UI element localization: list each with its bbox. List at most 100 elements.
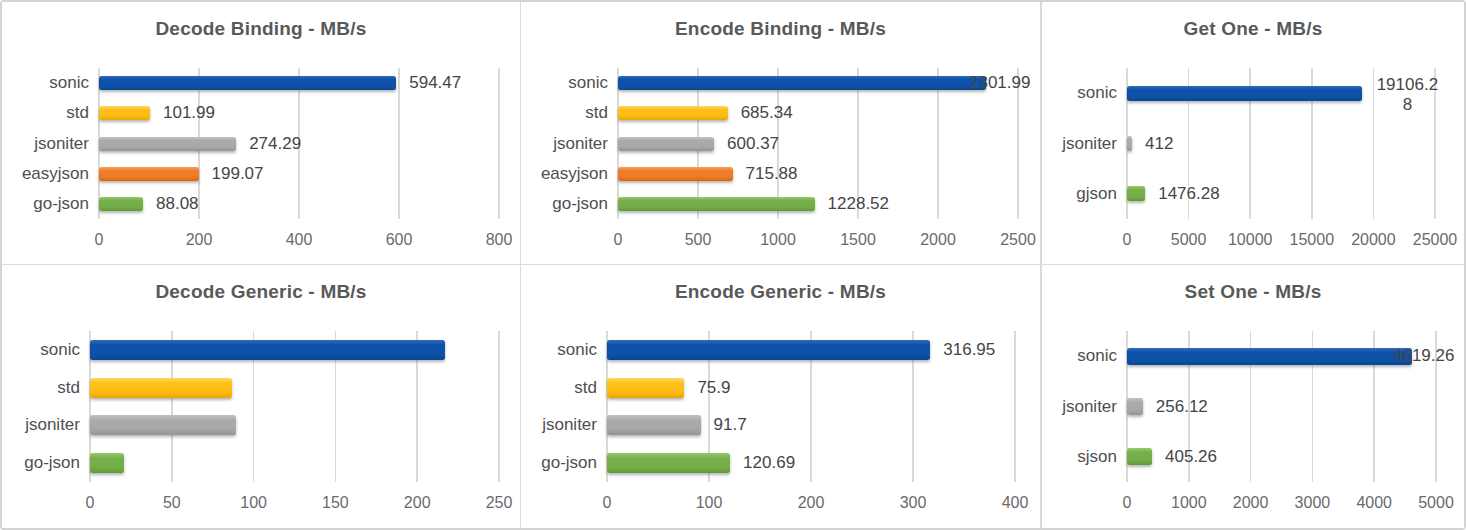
bar-go-json: [90, 453, 124, 473]
bar-go-json: [618, 197, 815, 211]
axis-tick-label: 0: [562, 493, 652, 513]
bar-jsoniter: [607, 415, 701, 435]
bar-go-json: [99, 197, 143, 211]
bar-std: [618, 106, 728, 120]
axis-tick-label: 400: [254, 230, 344, 250]
category-label: std: [521, 377, 597, 399]
axis-tick-label: 50: [127, 493, 217, 513]
value-label: 715.88: [746, 163, 798, 185]
category-label: easyjson: [521, 163, 608, 185]
category-label: go-json: [521, 452, 597, 474]
axis-tick-label: 25000: [1390, 230, 1466, 250]
bar-go-json: [607, 453, 730, 473]
axis-tick-label: 0: [573, 230, 663, 250]
bar-easyjson: [618, 167, 733, 181]
bar-std: [90, 378, 232, 398]
benchmark-charts-board: Decode Binding - MB/s0200400600800sonic5…: [0, 0, 1466, 530]
chart-title: Encode Generic - MB/s: [521, 281, 1040, 303]
category-label: std: [521, 102, 608, 124]
category-label: jsoniter: [1042, 396, 1117, 418]
axis-tick-label: 0: [54, 230, 144, 250]
category-label: sonic: [1042, 82, 1117, 104]
value-label: 91.7: [714, 414, 747, 436]
value-label: 600.37: [727, 133, 779, 155]
category-label: jsoniter: [2, 414, 80, 436]
gridline: [498, 68, 500, 219]
bar-std: [99, 106, 150, 120]
axis-tick-label: 1500: [813, 230, 903, 250]
chart-decode-binding-mb-s: Decode Binding - MB/s0200400600800sonic5…: [2, 2, 520, 264]
chart-title: Decode Binding - MB/s: [2, 18, 520, 40]
value-label: 19106.28: [1375, 75, 1439, 115]
category-label: jsoniter: [521, 133, 608, 155]
bar-sonic: [99, 76, 396, 90]
bar-sonic: [618, 76, 986, 90]
gridline: [1373, 68, 1375, 219]
category-label: easyjson: [2, 163, 89, 185]
category-label: go-json: [521, 193, 608, 215]
category-label: jsoniter: [521, 414, 597, 436]
chart-get-one-mb-s: Get One - MB/s0500010000150002000025000s…: [1042, 2, 1464, 264]
chart-encode-generic-mb-s: Encode Generic - MB/s0100200300400sonic3…: [521, 265, 1040, 528]
chart-title: Encode Binding - MB/s: [521, 18, 1040, 40]
category-label: sonic: [1042, 345, 1117, 367]
bar-jsoniter: [90, 415, 236, 435]
bar-easyjson: [99, 167, 199, 181]
category-label: sonic: [2, 339, 80, 361]
bar-sonic: [607, 340, 930, 360]
category-label: sjson: [1042, 446, 1117, 468]
value-label: 75.9: [697, 377, 730, 399]
value-label: 594.47: [409, 72, 461, 94]
bar-jsoniter: [99, 137, 236, 151]
axis-tick-label: 5000: [1391, 493, 1466, 513]
axis-tick-label: 300: [868, 493, 958, 513]
chart-encode-binding-mb-s: Encode Binding - MB/s0500100015002000250…: [521, 2, 1040, 264]
category-label: std: [2, 377, 80, 399]
value-label: 1476.28: [1158, 183, 1219, 205]
bar-jsoniter: [1127, 398, 1143, 415]
chart-title: Decode Generic - MB/s: [2, 281, 520, 303]
bar-std: [607, 378, 684, 398]
axis-tick-label: 500: [653, 230, 743, 250]
value-label: 316.95: [943, 339, 995, 361]
axis-tick-label: 100: [664, 493, 754, 513]
category-label: sonic: [521, 72, 608, 94]
axis-tick-label: 1000: [733, 230, 823, 250]
category-label: go-json: [2, 452, 80, 474]
bar-sonic: [1127, 348, 1412, 365]
value-label: 88.08: [156, 193, 199, 215]
axis-tick-label: 200: [154, 230, 244, 250]
gridline: [498, 331, 500, 482]
bar-sonic: [1127, 86, 1362, 101]
value-label: 412: [1145, 133, 1173, 155]
value-label: 101.99: [163, 102, 215, 124]
category-label: gjson: [1042, 183, 1117, 205]
axis-tick-label: 200: [766, 493, 856, 513]
axis-tick-label: 200: [372, 493, 462, 513]
value-label: 120.69: [743, 452, 795, 474]
value-label: 274.29: [249, 133, 301, 155]
value-label: 4619.26: [1393, 345, 1454, 367]
value-label: 2301.99: [969, 72, 1030, 94]
bar-sonic: [90, 340, 445, 360]
gridline: [1014, 331, 1016, 482]
category-label: jsoniter: [2, 133, 89, 155]
chart-set-one-mb-s: Set One - MB/s010002000300040005000sonic…: [1042, 265, 1464, 528]
category-label: jsoniter: [1042, 133, 1117, 155]
axis-tick-label: 100: [209, 493, 299, 513]
axis-tick-label: 2000: [893, 230, 983, 250]
axis-tick-label: 0: [45, 493, 135, 513]
axis-tick-label: 600: [354, 230, 444, 250]
value-label: 256.12: [1156, 396, 1208, 418]
gridline: [937, 68, 939, 219]
category-label: go-json: [2, 193, 89, 215]
bar-gjson: [1127, 186, 1145, 201]
value-label: 685.34: [741, 102, 793, 124]
gridline: [398, 68, 400, 219]
bar-jsoniter: [618, 137, 714, 151]
bar-sjson: [1127, 448, 1152, 465]
value-label: 1228.52: [828, 193, 889, 215]
chart-title: Set One - MB/s: [1042, 281, 1464, 303]
category-label: std: [2, 102, 89, 124]
value-label: 405.26: [1165, 446, 1217, 468]
